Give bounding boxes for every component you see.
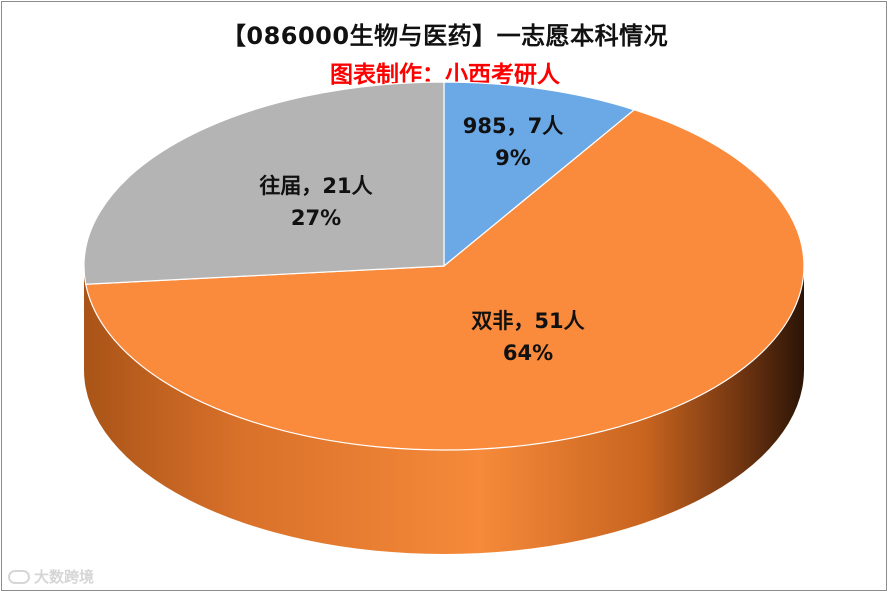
logo-icon	[8, 569, 30, 584]
pie-side-wall	[84, 266, 804, 554]
pie-labels-layer: 985，7人 9% 双非，51人 64% 往届，21人 27%	[259, 114, 584, 365]
slice-percent-3: 27%	[291, 206, 341, 230]
watermark-text: 大数跨境	[34, 568, 95, 586]
slice-percent-2: 64%	[503, 341, 553, 365]
pie-slice-3	[83, 81, 445, 285]
slice-label-1: 985，7人	[463, 114, 563, 138]
slice-label-3: 往届，21人	[259, 174, 372, 198]
slice-label-2: 双非，51人	[471, 309, 584, 333]
chart-title: 【086000生物与医药】一志愿本科情况	[221, 22, 669, 50]
pie-slice-1	[443, 81, 636, 268]
slice-percent-1: 9%	[495, 146, 531, 170]
pie-side-layer	[84, 266, 804, 554]
pie-top-layer	[83, 81, 805, 451]
pie-slice-2	[85, 109, 805, 451]
watermark: 大数跨境	[8, 566, 94, 587]
